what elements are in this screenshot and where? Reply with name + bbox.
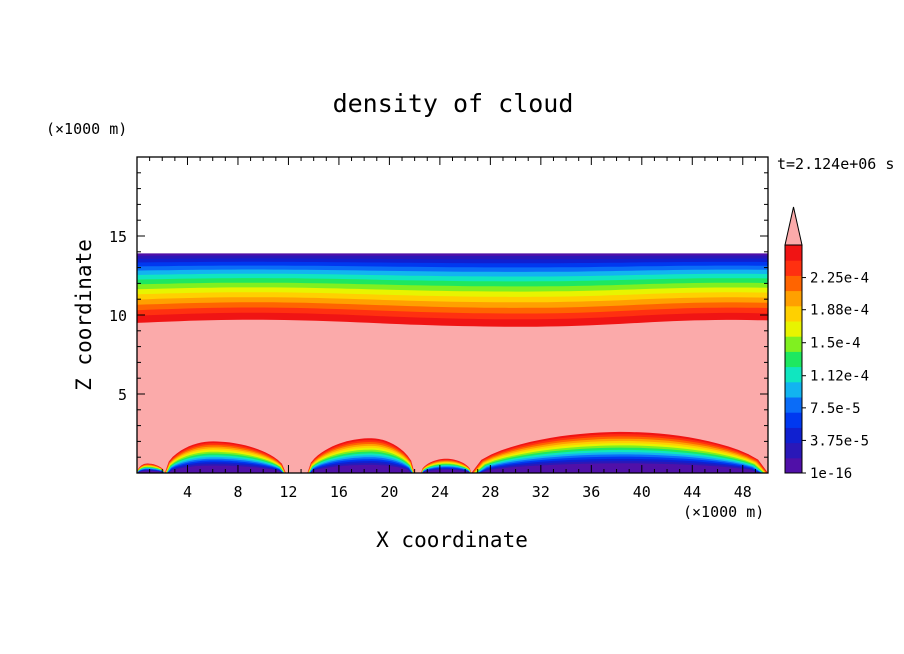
colorbar-swatch	[785, 336, 802, 352]
x-tick-label: 12	[279, 483, 297, 501]
colorbar: 2.25e-4 1.88e-4 1.5e-4 1.12e-4 7.5e-5 3.75e-5…	[784, 206, 869, 482]
x-unit-label: (×1000 m)	[683, 503, 764, 521]
colorbar-swatch	[785, 275, 802, 292]
chart-title: density of cloud	[333, 89, 574, 118]
time-label: t=2.124e+06 s	[777, 155, 894, 173]
x-tick-label: 16	[330, 483, 348, 501]
colorbar-swatch	[785, 290, 802, 307]
surface-cloud-band	[422, 469, 470, 473]
colorbar-swatch	[785, 245, 802, 261]
surface-cloud-feature	[420, 458, 472, 473]
y-tick-label: 15	[109, 228, 127, 246]
colorbar-swatch	[785, 260, 802, 276]
colorbar-swatch	[785, 442, 802, 459]
colorbar-label: 1.12e-4	[810, 369, 869, 385]
colorbar-swatch	[785, 351, 802, 368]
colorbar-swatch	[785, 427, 802, 444]
colorbar-extend-arrow	[784, 206, 803, 246]
colorbar-swatch	[785, 457, 802, 474]
y-axis-label: Z coordinate	[72, 239, 96, 391]
x-tick-label: 28	[481, 483, 499, 501]
colorbar-swatch	[785, 305, 802, 322]
x-tick-label: 24	[431, 483, 449, 501]
y-unit-label: (×1000 m)	[46, 120, 127, 138]
x-tick-labels: 4 8 12 16 20 24 28 32 36 40 44 48	[183, 483, 752, 501]
colorbar-label: 1.5e-4	[810, 336, 861, 352]
x-tick-label: 4	[183, 483, 192, 501]
y-tick-label: 10	[109, 307, 127, 325]
colorbar-label: 1.88e-4	[810, 303, 869, 319]
colorbar-swatch	[785, 366, 802, 383]
y-tick-label: 5	[118, 386, 127, 404]
x-tick-label: 36	[582, 483, 600, 501]
colorbar-label: 7.5e-5	[810, 401, 861, 417]
x-tick-label: 40	[633, 483, 651, 501]
surface-cloud-feature	[307, 438, 415, 473]
colorbar-swatch	[785, 412, 802, 428]
x-tick-label: 8	[233, 483, 242, 501]
x-tick-label: 32	[532, 483, 550, 501]
x-axis-label: X coordinate	[376, 528, 528, 552]
axis-ticks	[137, 157, 768, 473]
y-tick-labels: 5 10 15	[109, 228, 127, 404]
colorbar-label: 3.75e-5	[810, 433, 869, 449]
x-tick-label: 48	[734, 483, 752, 501]
surface-cloud-band	[310, 464, 412, 473]
plot-area	[137, 253, 768, 473]
colorbar-swatch	[785, 381, 802, 398]
colorbar-swatch	[785, 321, 802, 337]
colorbar-label: 1e-16	[810, 466, 852, 482]
x-tick-label: 20	[380, 483, 398, 501]
surface-cloud-feature	[471, 431, 768, 473]
colorbar-label: 2.25e-4	[810, 271, 869, 287]
surface-cloud-band	[479, 463, 760, 473]
x-tick-label: 44	[683, 483, 701, 501]
colorbar-swatch	[785, 397, 802, 413]
